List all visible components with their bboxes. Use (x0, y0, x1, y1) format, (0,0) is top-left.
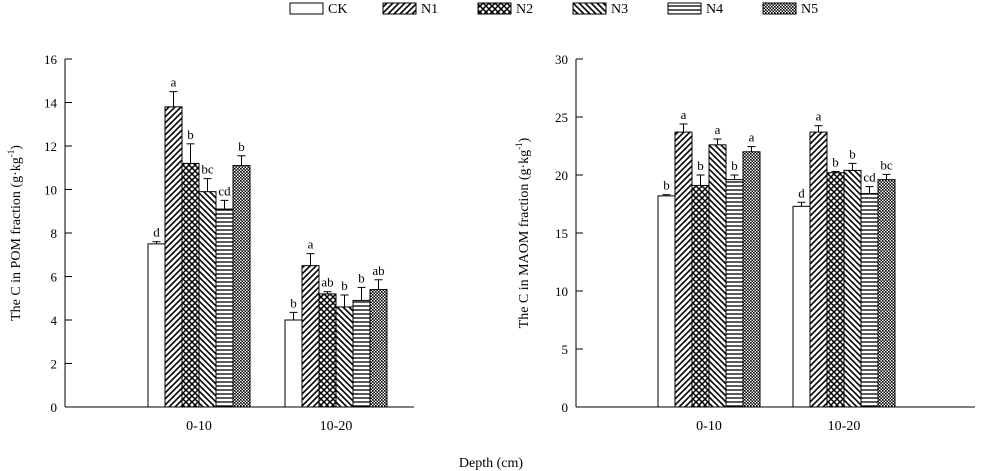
legend-swatch-ck (289, 2, 324, 15)
y-tick-label: 30 (555, 52, 568, 67)
significance-letter: b (290, 295, 297, 310)
y-tick-label: 2 (51, 357, 58, 372)
significance-letter: d (153, 225, 160, 240)
y-axis-title-sup: -1 (514, 142, 524, 150)
significance-letter: a (749, 130, 755, 145)
y-tick-label: 8 (51, 226, 58, 241)
bar-n3 (335, 306, 354, 408)
legend-label-n3: N3 (611, 2, 628, 17)
panel-pom: 0 2 4 6 8 10 12 14 16 The C in POM fraction (g·kg… (6, 52, 414, 434)
significance-letter: a (715, 122, 721, 137)
significance-letter: cd (863, 170, 876, 185)
y-tick-label: 14 (44, 96, 58, 111)
significance-letter: ab (372, 263, 384, 278)
significance-letter: b (663, 178, 670, 193)
significance-letter: b (849, 146, 856, 161)
legend-swatch-n1 (382, 2, 417, 15)
significance-letter: d (798, 185, 805, 200)
bar-n5 (877, 179, 896, 408)
bar-ck (284, 319, 303, 408)
bar-n2 (318, 293, 337, 408)
y-tick-label: 20 (555, 168, 568, 183)
y-axis-title-main: The C in MAOM fraction (g·kg (517, 150, 532, 328)
bar-ck (657, 195, 676, 408)
legend-swatch-n4 (667, 2, 702, 15)
significance-letter: a (171, 75, 177, 90)
y-tick-label: 16 (44, 52, 58, 67)
significance-letter: bc (201, 162, 214, 177)
significance-letter: b (187, 127, 194, 142)
bar-ck (147, 243, 166, 408)
bar-n2 (826, 172, 845, 408)
y-tick-label: 0 (562, 400, 569, 415)
significance-letter: b (358, 270, 365, 285)
bar-n1 (301, 265, 320, 408)
significance-letter: bc (880, 157, 893, 172)
significance-letter: b (731, 158, 738, 173)
legend-label-n4: N4 (706, 2, 723, 17)
bar-n4 (352, 299, 371, 408)
y-tick-label: 4 (51, 313, 58, 328)
y-tick-label: 15 (555, 226, 568, 241)
y-axis-title: The C in MAOM fraction (g·kg-1) (514, 137, 532, 328)
bar-n5 (742, 151, 761, 408)
y-axis-title: The C in POM fraction (g·kg-1) (6, 145, 24, 321)
legend-swatch-n3 (572, 2, 607, 15)
bar-n1 (674, 131, 693, 408)
bar-n5 (232, 165, 251, 408)
x-tick-label: 0-10 (186, 419, 212, 434)
legend-label-n5: N5 (801, 2, 818, 17)
y-tick-label: 25 (555, 110, 568, 125)
bar-n3 (843, 169, 862, 408)
significance-letter: a (816, 109, 822, 124)
legend-label-n2: N2 (516, 2, 533, 17)
bar-n2 (181, 162, 200, 408)
y-tick-label: 0 (51, 400, 58, 415)
significance-letter: a (681, 107, 687, 122)
legend: CK N1 N2 N3 N4 N5 (289, 2, 818, 17)
legend-label-n1: N1 (421, 2, 438, 17)
bar-n4 (725, 179, 744, 408)
bar-n4 (860, 193, 879, 408)
bar-n4 (215, 208, 234, 408)
y-tick-label: 6 (51, 270, 58, 285)
bar-n5 (369, 289, 388, 408)
y-tick-label: 12 (44, 139, 57, 154)
bar-n3 (708, 144, 727, 408)
bar-n2 (691, 184, 710, 408)
y-tick-label: 10 (44, 183, 57, 198)
legend-label-ck: CK (328, 2, 347, 17)
x-tick-label: 0-10 (696, 419, 722, 434)
y-tick-label: 10 (555, 284, 568, 299)
bar-n1 (809, 131, 828, 408)
significance-letter: b (341, 278, 348, 293)
x-tick-label: 10-20 (828, 419, 861, 434)
panel-maom: 0 5 10 15 20 25 30 The C in MAOM fraction (g·kg… (514, 52, 975, 434)
y-tick-label: 5 (562, 342, 569, 357)
significance-letter: b (832, 155, 839, 170)
bar-n3 (198, 191, 217, 408)
significance-letter: cd (218, 183, 231, 198)
significance-letter: ab (321, 275, 333, 290)
significance-letter: a (308, 237, 314, 252)
y-axis-title-close: ) (9, 145, 24, 150)
significance-letter: b (238, 139, 245, 154)
x-tick-label: 10-20 (320, 419, 353, 434)
bar-n1 (164, 106, 183, 408)
y-axis-title-sup: -1 (6, 150, 16, 158)
x-axis-title: Depth (cm) (459, 456, 523, 471)
bar-ck (792, 205, 811, 408)
y-axis-title-close: ) (517, 137, 532, 142)
legend-swatch-n2 (477, 2, 512, 15)
significance-letter: b (697, 158, 704, 173)
legend-swatch-n5 (762, 2, 797, 15)
y-axis-title-main: The C in POM fraction (g·kg (9, 157, 24, 321)
